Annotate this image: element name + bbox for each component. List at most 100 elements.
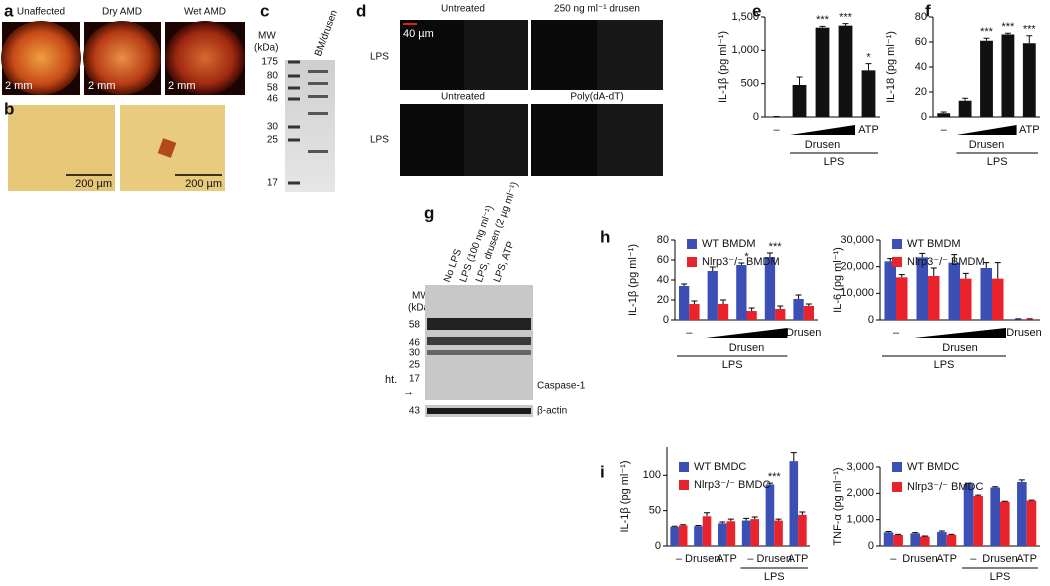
y-tick-label: 2,000 — [846, 487, 874, 499]
bar — [750, 519, 759, 546]
panel-label: e — [752, 1, 761, 20]
bar — [815, 27, 830, 118]
y-axis-label: IL-18 (pg ml⁻¹) — [885, 31, 897, 103]
mw-marker: 80 — [267, 71, 279, 82]
error-bar — [951, 254, 958, 263]
group-label: LPS — [990, 571, 1011, 583]
column-title: Untreated — [441, 4, 485, 15]
ladder-band — [288, 138, 300, 142]
scale-bar-label: 200 µm — [185, 178, 222, 190]
panel-label: d — [356, 1, 366, 20]
significance: * — [866, 52, 871, 64]
x-tick-label: Drusen — [757, 553, 792, 565]
error-bar — [751, 516, 758, 520]
y-tick-label: 0 — [753, 111, 759, 123]
error-bar — [691, 300, 698, 304]
bar — [707, 271, 718, 320]
panel-label: c — [260, 1, 269, 20]
y-tick-label: 40 — [915, 61, 927, 73]
x-tick-label: – — [686, 327, 693, 339]
error-bar — [775, 518, 782, 521]
x-tick-label: ATP — [788, 553, 809, 565]
ladder-band — [288, 86, 300, 90]
bar — [689, 304, 700, 320]
ladder-band — [288, 60, 300, 64]
y-tick-label: 10,000 — [840, 287, 874, 299]
error-bar — [965, 482, 972, 485]
group-label: Drusen — [969, 139, 1004, 151]
error-bar — [983, 262, 990, 268]
error-bar — [719, 521, 726, 524]
bar — [717, 304, 729, 320]
bar — [893, 534, 903, 546]
error-bar — [992, 486, 999, 488]
bar — [958, 100, 972, 117]
significance: *** — [1001, 21, 1015, 33]
panel-label: h — [600, 227, 610, 246]
y-axis-label: TNF-α (pg ml⁻¹) — [832, 467, 844, 545]
legend-label: Nlrp3⁻/⁻ BMDM — [702, 256, 780, 268]
blot-band — [427, 408, 531, 414]
error-bar — [680, 524, 687, 526]
lane-label: BM/drusen — [313, 9, 340, 58]
mw-marker: 46 — [409, 338, 421, 349]
y-tick-label: 0 — [921, 111, 927, 123]
bar — [718, 523, 727, 546]
legend-swatch — [679, 462, 689, 472]
bar — [694, 526, 703, 546]
legend-swatch — [892, 462, 902, 472]
mw-label: (kDa) — [408, 303, 432, 314]
y-axis-label: IL-1β (pg ml⁻¹) — [619, 460, 631, 532]
bar — [992, 278, 1004, 320]
bar — [1024, 319, 1036, 320]
error-bar — [681, 283, 688, 286]
x-tick-label: – — [676, 553, 683, 565]
bar — [741, 520, 751, 546]
error-bar — [975, 494, 982, 496]
dose-wedge — [790, 125, 855, 135]
scale-bar-label: 2 mm — [168, 80, 196, 92]
bar — [736, 265, 747, 320]
bar — [1017, 482, 1027, 546]
mw-label: MW — [412, 291, 430, 302]
error-bar — [805, 303, 812, 306]
error-bar — [983, 37, 990, 41]
significance: *** — [839, 12, 853, 24]
bar — [910, 533, 920, 546]
group-label: Drusen — [942, 342, 977, 354]
bar — [946, 534, 957, 546]
y-tick-label: 80 — [915, 11, 927, 23]
bar — [884, 261, 896, 320]
error-bar — [704, 512, 711, 517]
mw-marker: 58 — [267, 83, 279, 94]
scale-bar-label: 2 mm — [88, 80, 116, 92]
error-bar — [709, 266, 716, 271]
mw-marker: 175 — [261, 57, 278, 68]
x-tick-label: ATP — [1016, 553, 1037, 565]
mw-label: MW — [258, 31, 276, 42]
bar — [670, 526, 679, 546]
significance: *** — [980, 26, 994, 38]
y-tick-label: 100 — [643, 469, 661, 481]
significance: *** — [769, 241, 783, 253]
error-bar — [1001, 500, 1008, 502]
scale-bar-label: 2 mm — [5, 80, 33, 92]
error-bar — [795, 294, 802, 299]
error-bar — [842, 23, 849, 26]
ladder-band — [288, 74, 300, 78]
arrow: → — [403, 386, 414, 398]
blot-band — [427, 337, 531, 345]
group-label: Drusen — [805, 139, 840, 151]
mw-marker: 30 — [267, 122, 279, 133]
bar — [960, 278, 972, 320]
bar — [980, 40, 993, 117]
blot-band — [427, 350, 531, 355]
y-tick-label: 500 — [741, 78, 759, 90]
x-tick-label: – — [773, 124, 780, 136]
legend-swatch — [892, 482, 902, 492]
bar — [726, 521, 736, 546]
y-tick-label: 50 — [649, 505, 661, 517]
ladder-band — [288, 181, 300, 185]
y-tick-label: 20 — [657, 294, 669, 306]
